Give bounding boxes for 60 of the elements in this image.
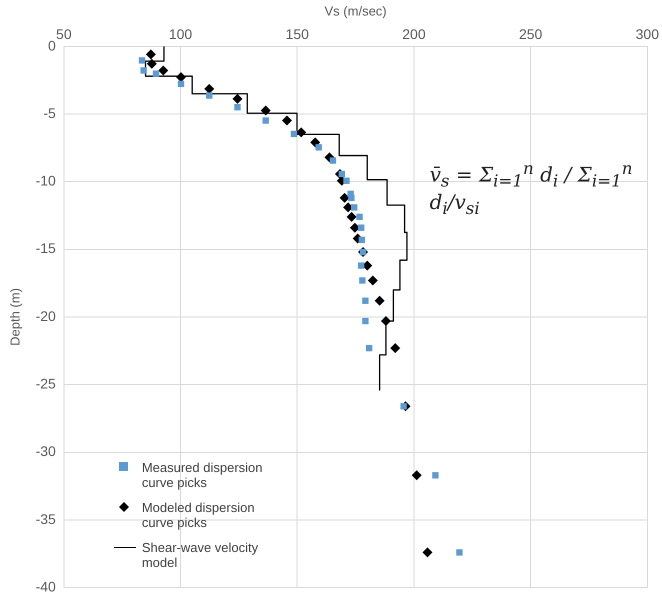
y-tick-label: -20 bbox=[36, 308, 56, 324]
point bbox=[338, 170, 345, 178]
y-tick-label: -15 bbox=[36, 240, 56, 256]
point bbox=[176, 72, 186, 82]
point bbox=[282, 116, 292, 126]
point bbox=[152, 70, 160, 77]
point bbox=[146, 58, 157, 69]
y-tick-label: -30 bbox=[36, 443, 56, 460]
point bbox=[348, 194, 355, 202]
point bbox=[422, 547, 432, 558]
x-tick-label: 200 bbox=[402, 26, 426, 42]
point bbox=[350, 204, 358, 211]
x-tick-label: 100 bbox=[168, 26, 192, 42]
y-tick-label: -40 bbox=[36, 578, 56, 594]
point bbox=[358, 224, 364, 231]
legend-label: Measured dispersion curve picks bbox=[142, 460, 264, 490]
point bbox=[206, 92, 212, 99]
point bbox=[340, 192, 350, 203]
point bbox=[358, 236, 366, 244]
point bbox=[146, 49, 156, 60]
y-tick-label: -35 bbox=[36, 510, 56, 527]
point bbox=[400, 403, 407, 410]
point bbox=[362, 318, 369, 324]
y-tick-label: -5 bbox=[43, 104, 56, 121]
point bbox=[262, 117, 269, 124]
x-tick-label: 150 bbox=[286, 26, 310, 42]
point bbox=[178, 80, 184, 88]
point bbox=[359, 277, 366, 284]
point bbox=[362, 298, 369, 304]
point bbox=[412, 470, 422, 480]
legend-label: Shear-wave velocity model bbox=[142, 540, 260, 570]
point bbox=[356, 214, 363, 220]
point bbox=[358, 262, 364, 269]
point bbox=[158, 65, 168, 76]
point bbox=[260, 106, 271, 116]
point bbox=[380, 316, 391, 326]
x-tick-label: 300 bbox=[636, 26, 660, 42]
point bbox=[296, 127, 306, 138]
point bbox=[232, 94, 242, 104]
point bbox=[374, 296, 385, 306]
point bbox=[390, 343, 400, 354]
x-tick-label: 50 bbox=[56, 26, 72, 42]
point bbox=[140, 67, 147, 74]
legend-label: Modeled dispersion curve picks bbox=[142, 500, 256, 530]
point bbox=[368, 275, 378, 286]
y-tick-label: -25 bbox=[36, 376, 56, 392]
x-axis-title: Vs (m/sec) bbox=[324, 3, 387, 18]
y-tick-label: 0 bbox=[48, 37, 56, 54]
point bbox=[204, 84, 214, 94]
point bbox=[432, 472, 439, 478]
y-tick-label: -10 bbox=[36, 172, 56, 189]
point bbox=[346, 212, 357, 222]
point bbox=[310, 137, 320, 148]
x-tick-label: 250 bbox=[518, 26, 543, 42]
y-axis-title: Depth (m) bbox=[7, 288, 22, 346]
point bbox=[316, 144, 322, 151]
point bbox=[343, 178, 350, 184]
point bbox=[456, 549, 463, 556]
point bbox=[366, 344, 372, 352]
point bbox=[234, 104, 241, 110]
